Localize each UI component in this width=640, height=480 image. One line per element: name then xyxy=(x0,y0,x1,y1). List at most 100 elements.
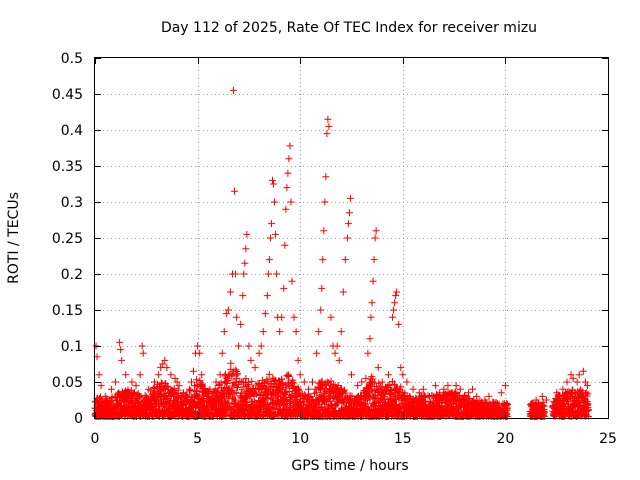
data-point xyxy=(372,227,380,235)
data-point xyxy=(348,371,355,379)
data-point xyxy=(265,256,273,264)
data-point xyxy=(473,392,481,400)
data-point xyxy=(243,230,251,238)
data-points xyxy=(91,86,592,421)
data-point xyxy=(117,346,125,354)
data-point xyxy=(464,389,472,397)
data-point xyxy=(224,306,232,314)
data-point xyxy=(264,270,272,278)
data-point xyxy=(272,230,280,238)
data-point xyxy=(265,370,273,378)
data-point xyxy=(107,397,115,405)
data-point xyxy=(187,378,195,386)
data-point xyxy=(444,382,452,390)
data-point xyxy=(391,299,399,307)
y-tick-label: 0.25 xyxy=(52,231,83,247)
data-point xyxy=(283,184,291,192)
data-point xyxy=(569,374,577,382)
data-point xyxy=(263,292,271,300)
data-point xyxy=(230,86,238,94)
data-point xyxy=(370,256,378,264)
data-point xyxy=(181,392,189,400)
data-point xyxy=(161,356,169,364)
data-point xyxy=(232,366,240,374)
data-point xyxy=(240,383,248,391)
data-point xyxy=(167,371,175,379)
data-point xyxy=(324,115,332,123)
data-point xyxy=(239,292,247,300)
data-point xyxy=(341,256,349,264)
data-point xyxy=(315,328,323,336)
data-point xyxy=(268,176,276,184)
data-point xyxy=(304,385,312,393)
data-point xyxy=(559,385,567,393)
data-point xyxy=(369,277,377,285)
data-point xyxy=(276,328,284,336)
data-point xyxy=(456,385,464,393)
data-point xyxy=(309,378,317,386)
plot-frame xyxy=(94,57,609,419)
data-point xyxy=(267,220,275,228)
data-point xyxy=(232,396,240,404)
data-point xyxy=(118,356,126,364)
data-point xyxy=(97,382,105,390)
data-point xyxy=(232,389,240,397)
data-point xyxy=(286,142,294,150)
data-point xyxy=(333,342,341,350)
data-point xyxy=(251,364,259,372)
data-point xyxy=(251,389,259,397)
data-point xyxy=(259,328,267,336)
data-point xyxy=(278,313,286,321)
data-point xyxy=(261,310,269,318)
data-point xyxy=(231,187,239,195)
data-point xyxy=(285,372,293,380)
data-point xyxy=(312,388,320,396)
data-point xyxy=(481,396,489,404)
data-point xyxy=(139,349,147,357)
grid-lines xyxy=(95,58,608,418)
data-point xyxy=(136,371,144,379)
data-point xyxy=(367,381,375,389)
data-point xyxy=(313,349,321,357)
x-tick-label: 15 xyxy=(394,431,412,447)
data-point xyxy=(95,371,103,379)
data-point xyxy=(270,180,278,188)
data-point xyxy=(263,376,271,384)
data-point xyxy=(280,284,288,292)
data-point xyxy=(290,313,298,321)
data-point xyxy=(367,313,375,321)
data-point xyxy=(194,342,202,350)
data-point xyxy=(129,389,137,397)
data-point xyxy=(112,378,120,386)
data-point xyxy=(212,378,220,386)
data-point xyxy=(542,396,550,404)
data-point xyxy=(573,378,581,386)
data-point xyxy=(233,371,241,379)
data-point xyxy=(266,234,274,242)
y-tick-label: 0.4 xyxy=(61,123,83,139)
data-point xyxy=(419,385,427,393)
data-point xyxy=(164,383,172,391)
x-tick-label: 20 xyxy=(496,431,514,447)
data-point xyxy=(216,371,224,379)
data-point xyxy=(185,385,193,393)
x-tick-label: 0 xyxy=(91,431,100,447)
data-point xyxy=(501,382,509,390)
data-point xyxy=(380,393,388,401)
data-point xyxy=(327,313,335,321)
data-point xyxy=(348,392,356,400)
data-point xyxy=(333,399,341,407)
x-tick-label: 10 xyxy=(291,431,309,447)
data-point xyxy=(272,376,280,384)
x-axis-label: GPS time / hours xyxy=(291,458,408,474)
data-point xyxy=(163,364,171,372)
y-tick-label: 0.2 xyxy=(61,267,83,283)
data-point xyxy=(242,375,250,383)
data-point xyxy=(540,408,548,416)
data-point xyxy=(403,378,411,386)
data-point xyxy=(293,393,301,401)
data-point xyxy=(337,328,345,336)
data-point xyxy=(269,405,277,413)
data-point xyxy=(235,342,243,350)
data-point xyxy=(295,385,303,393)
